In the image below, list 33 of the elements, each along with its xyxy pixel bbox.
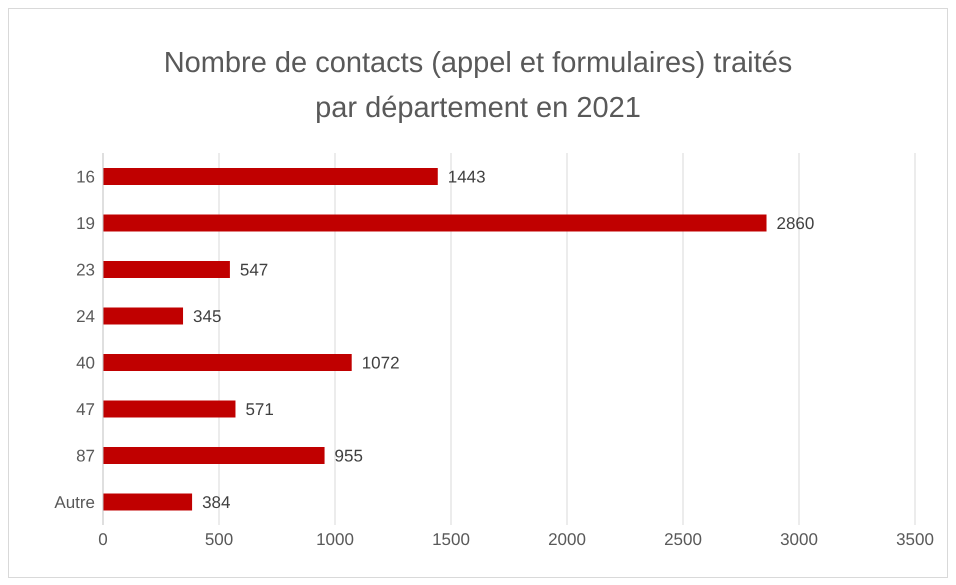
bar [103,308,184,324]
x-tick-label: 1000 [316,530,354,550]
x-tick-label: 2500 [664,530,702,550]
data-label: 571 [245,400,274,420]
data-label: 955 [334,446,363,466]
data-label: 384 [202,493,230,512]
data-label: 1072 [362,354,400,373]
bar [103,447,325,464]
bar [103,354,352,371]
x-tick-label: 500 [204,530,234,550]
bar [103,214,767,232]
data-label: 547 [240,260,268,280]
y-tick-label: 23 [76,260,95,280]
bar [103,494,192,510]
x-tick-label: 3000 [780,530,818,550]
x-tick-label: 3500 [896,530,934,550]
y-tick-label: 19 [76,214,95,233]
y-tick-label: 24 [76,306,95,326]
data-label: 1443 [448,168,486,187]
chart-title: Nombre de contacts (appel et formulaires) traités par département en 2021 [162,46,794,126]
y-tick-label: 16 [76,167,95,186]
x-tick-label: 0 [98,530,108,550]
data-label: 345 [193,307,222,326]
y-tick-label: Autre [54,492,95,512]
data-label: 2860 [776,214,814,234]
y-tick-label: 47 [76,400,95,419]
x-tick-label: 1500 [432,530,470,550]
x-tick-label: 2000 [548,530,586,550]
bar [103,168,438,185]
bar [103,261,230,278]
y-tick-label: 40 [76,353,95,372]
y-tick-label: 87 [76,446,95,466]
bar [103,400,236,418]
